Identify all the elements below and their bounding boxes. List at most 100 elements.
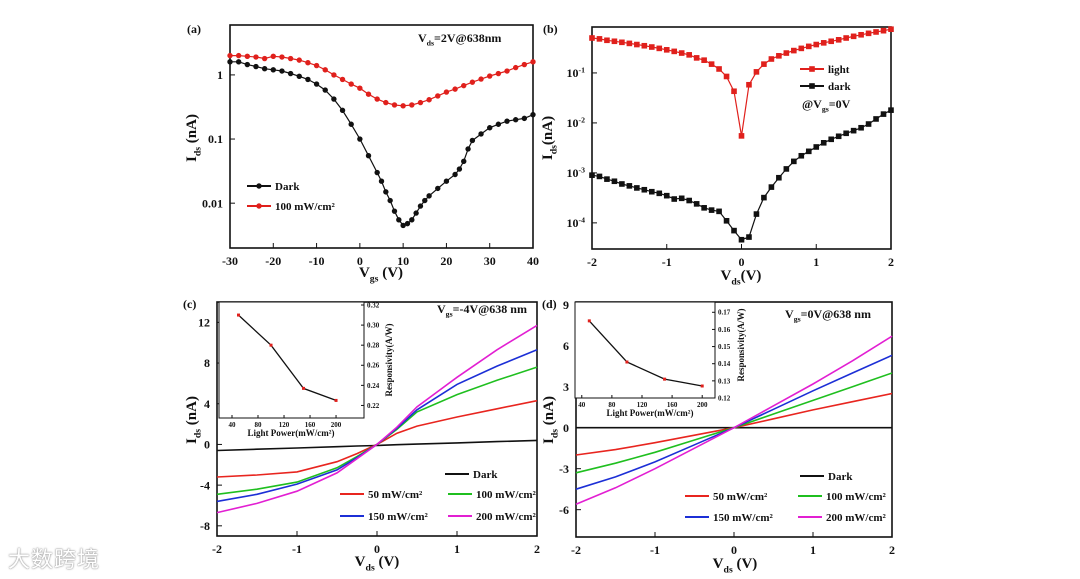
data-point bbox=[865, 30, 872, 37]
data-point bbox=[738, 236, 745, 243]
data-point bbox=[331, 72, 337, 78]
data-point bbox=[495, 121, 502, 127]
legend-label: 200 mW/cm² bbox=[476, 511, 537, 523]
data-point bbox=[452, 171, 458, 178]
x-tick-label: 20 bbox=[440, 254, 452, 268]
panel-label: (b) bbox=[543, 22, 558, 36]
data-point bbox=[227, 52, 233, 59]
data-point bbox=[641, 42, 648, 49]
data-point bbox=[504, 68, 510, 74]
data-point bbox=[261, 65, 268, 72]
inset-y-label: Responsivity(A/W) bbox=[384, 323, 394, 396]
x-tick-label: 10 bbox=[397, 254, 409, 268]
data-point bbox=[738, 133, 745, 139]
legend-label: 50 mW/cm² bbox=[713, 491, 768, 503]
data-point bbox=[383, 99, 389, 106]
data-point bbox=[512, 64, 519, 71]
x-tick-label: 40 bbox=[578, 401, 586, 409]
x-axis-label: Vgs (V) bbox=[359, 265, 403, 285]
data-point bbox=[619, 181, 625, 187]
data-point bbox=[843, 130, 849, 137]
x-tick-label: 40 bbox=[229, 421, 237, 429]
x-tick-label: -2 bbox=[212, 542, 222, 556]
series-line-Dark bbox=[216, 439, 538, 452]
data-point bbox=[443, 178, 450, 184]
panel-b bbox=[591, 26, 892, 250]
legend-label: Dark bbox=[473, 469, 498, 481]
data-point bbox=[746, 234, 752, 240]
data-point bbox=[530, 111, 536, 118]
inset-c bbox=[218, 301, 365, 419]
data-point bbox=[813, 41, 820, 48]
data-point bbox=[244, 61, 251, 68]
data-point bbox=[701, 57, 707, 63]
x-tick-label: 120 bbox=[637, 401, 648, 409]
data-point bbox=[400, 103, 406, 109]
x-tick-label: 1 bbox=[813, 255, 819, 269]
y-tick-label: 12 bbox=[198, 316, 210, 330]
data-point bbox=[835, 37, 842, 43]
series-line-50-mW-cm- bbox=[575, 392, 893, 456]
annotation: Vgs=-4V@638 nm bbox=[437, 302, 527, 319]
data-point bbox=[649, 188, 655, 195]
y-tick-label: 0.14 bbox=[718, 360, 731, 368]
data-point bbox=[244, 53, 251, 60]
x-tick-label: -1 bbox=[650, 543, 660, 557]
data-point bbox=[716, 208, 722, 215]
data-point bbox=[331, 96, 337, 102]
data-point bbox=[387, 197, 393, 204]
data-point bbox=[279, 54, 285, 60]
data-point bbox=[761, 194, 767, 201]
watermark: 大数跨境 bbox=[8, 548, 101, 573]
data-point bbox=[880, 111, 887, 117]
data-point bbox=[850, 127, 857, 134]
y-tick-label: 0.30 bbox=[367, 322, 380, 330]
x-axis-label: Vds(V) bbox=[721, 268, 762, 288]
data-point bbox=[611, 178, 618, 185]
y-tick-label: -4 bbox=[200, 478, 210, 492]
data-point bbox=[798, 45, 805, 52]
data-point bbox=[663, 47, 670, 53]
data-point bbox=[287, 55, 294, 62]
x-tick-label: 200 bbox=[697, 401, 708, 409]
data-point bbox=[357, 136, 363, 142]
inset-line bbox=[588, 320, 703, 387]
data-point bbox=[828, 136, 834, 143]
x-tick-label: -1 bbox=[292, 542, 302, 556]
data-point bbox=[813, 144, 820, 150]
data-point bbox=[504, 118, 510, 124]
data-point bbox=[656, 45, 663, 52]
data-point bbox=[435, 185, 441, 192]
x-tick-label: 1 bbox=[810, 543, 816, 557]
data-point bbox=[339, 76, 346, 83]
plot-frame bbox=[218, 301, 365, 419]
y-tick-label: 0.24 bbox=[367, 382, 380, 390]
legend-label: 100 mW/cm² bbox=[275, 201, 336, 213]
y-tick-label: 0.32 bbox=[367, 301, 380, 309]
x-tick-label: -30 bbox=[222, 254, 238, 268]
data-point bbox=[357, 85, 363, 91]
data-point bbox=[596, 173, 603, 180]
legend-label: 100 mW/cm² bbox=[826, 491, 887, 503]
y-tick-label: 0.22 bbox=[367, 402, 380, 410]
data-point bbox=[888, 107, 894, 113]
panel-label: (d) bbox=[542, 297, 557, 311]
data-point bbox=[626, 40, 633, 47]
data-point bbox=[383, 189, 389, 195]
data-point bbox=[649, 44, 655, 50]
y-tick-label: 3 bbox=[563, 380, 569, 394]
data-point bbox=[287, 70, 294, 77]
data-point bbox=[858, 124, 864, 131]
legend-label: 200 mW/cm² bbox=[826, 512, 887, 524]
y-tick-label: 1 bbox=[217, 68, 223, 82]
data-point bbox=[850, 33, 857, 40]
plot-frame bbox=[574, 301, 716, 399]
y-tick-label: 4 bbox=[204, 397, 210, 411]
data-point bbox=[798, 152, 805, 159]
data-point bbox=[227, 59, 233, 65]
data-point bbox=[391, 208, 398, 214]
legend-label: Dark bbox=[828, 471, 853, 483]
data-point bbox=[461, 82, 467, 89]
legend-label: 150 mW/cm² bbox=[368, 511, 429, 523]
data-point bbox=[296, 57, 302, 63]
